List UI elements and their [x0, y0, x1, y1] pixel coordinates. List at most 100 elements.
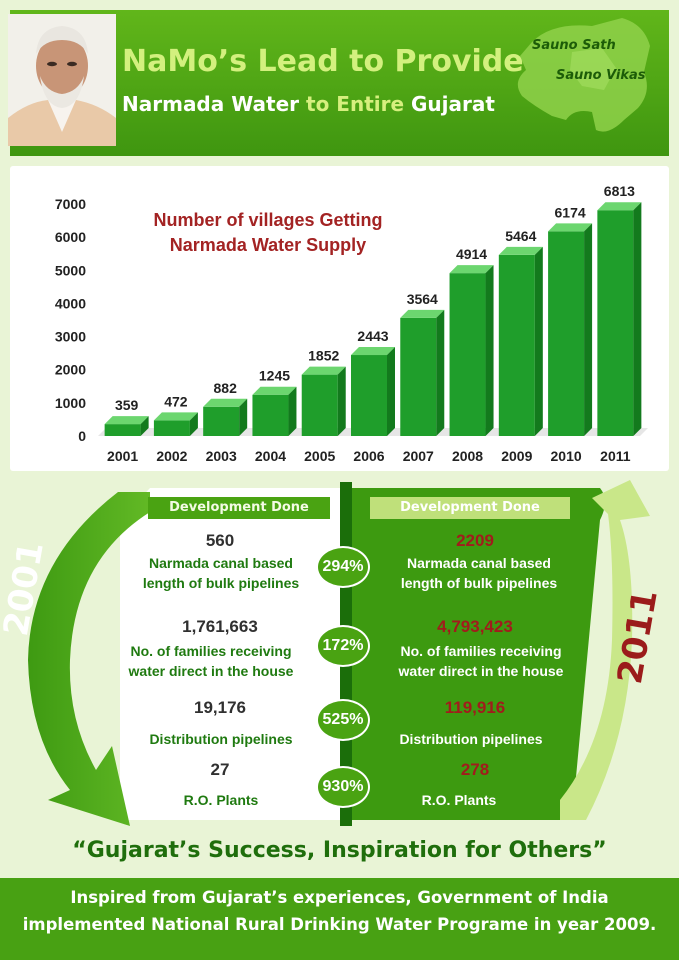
bar-front	[548, 231, 585, 436]
row2-left-label-line-1: No. of families receiving	[130, 643, 292, 659]
bar-top	[203, 398, 248, 407]
row3-percent-badge: 525%	[316, 699, 370, 741]
bar-front	[498, 254, 535, 436]
bar-value-label: 2443	[357, 328, 388, 344]
row2-right-label-line-2: water direct in the house	[398, 663, 564, 679]
bar-top	[498, 246, 543, 255]
subtitle-part-3: Entire	[336, 92, 405, 116]
footer-line-2: implemented National Rural Drinking Wate…	[22, 915, 657, 934]
y-tick-label: 7000	[55, 196, 86, 212]
bar-value-label: 472	[164, 393, 188, 409]
bar-side	[633, 202, 642, 436]
bar-side	[436, 309, 445, 436]
row2-right-label: No. of families receiving water direct i…	[376, 641, 586, 681]
bar-top	[153, 412, 198, 421]
row3-left-label: Distribution pipelines	[149, 731, 293, 747]
page-subtitle: Narmada Water to Entire Gujarat	[122, 92, 495, 116]
slogan-line-1: Sauno Sath	[532, 38, 616, 53]
bar-front	[153, 420, 190, 436]
bar-side	[288, 386, 297, 436]
bar-top	[597, 202, 642, 211]
bar-side	[485, 265, 494, 436]
y-tick-label: 1000	[55, 395, 86, 411]
y-tick-label: 5000	[55, 262, 86, 278]
footer-banner	[0, 878, 679, 960]
row4-right-value: 278	[460, 760, 490, 779]
bar-value-label: 6813	[604, 183, 635, 199]
bar-front	[301, 374, 338, 436]
bar-value-label: 359	[115, 397, 139, 413]
row4-right-label: R.O. Plants	[421, 792, 497, 808]
bar-front	[351, 355, 387, 436]
bar-value-label: 4914	[456, 246, 487, 262]
x-tick-label: 2002	[156, 448, 187, 464]
subtitle-part-2: to	[306, 92, 330, 116]
development-header-right: Development Done	[370, 497, 570, 519]
row1-left-label: Narmada canal based length of bulk pipel…	[116, 553, 326, 593]
row4-left-value: 27	[210, 760, 230, 779]
subtitle-part-4: Gujarat	[411, 92, 495, 116]
x-tick-label: 2003	[206, 448, 237, 464]
bar-top	[449, 265, 494, 274]
x-tick-label: 2009	[501, 448, 532, 464]
x-tick-label: 2001	[107, 448, 138, 464]
row3-right-value: 119,916	[444, 698, 506, 717]
chart-title: Number of villages Getting Narmada Water…	[118, 208, 418, 258]
quote-text: “Gujarat’s Success, Inspiration for Othe…	[72, 838, 607, 863]
row4-left-label: R.O. Plants	[183, 792, 259, 808]
row1-right-value: 2209	[456, 531, 494, 550]
row1-left-label-line-1: Narmada canal based	[149, 555, 293, 571]
x-tick-label: 2006	[353, 448, 384, 464]
development-header-left: Development Done	[148, 497, 330, 519]
y-tick-label: 6000	[55, 229, 86, 245]
bar-front	[203, 406, 240, 436]
footer-text: Inspired from Gujarat’s experiences, Gov…	[10, 884, 669, 938]
bar-value-label: 1852	[308, 348, 339, 364]
y-tick-label: 3000	[55, 329, 86, 345]
villages-bar-chart: 0 1000 2000 3000 4000 5000 6000 7000 359 2001 472 2…	[55, 183, 648, 464]
footer-line-1: Inspired from Gujarat’s experiences, Gov…	[70, 888, 609, 907]
x-tick-label: 2005	[304, 448, 335, 464]
chart-title-line-2: Narmada Water Supply	[169, 235, 367, 255]
bar-top	[400, 309, 445, 318]
row2-percent-badge: 172%	[316, 625, 370, 667]
x-tick-label: 2004	[255, 448, 286, 464]
row3-right-label: Distribution pipelines	[399, 731, 543, 747]
bar-side	[140, 416, 149, 436]
row2-left-label-line-2: water direct in the house	[128, 663, 294, 679]
bar-side	[387, 347, 395, 436]
subtitle-part-1: Narmada Water	[122, 92, 300, 116]
bar-value-label: 3564	[407, 291, 438, 307]
y-tick-label: 4000	[55, 295, 86, 311]
bar-value-label: 882	[214, 380, 238, 396]
row2-right-value: 4,793,423	[437, 617, 513, 636]
gujarat-map-icon	[517, 18, 650, 132]
bar-value-label: 5464	[505, 228, 536, 244]
row1-right-label-line-1: Narmada canal based	[407, 555, 551, 571]
row2-left-value: 1,761,663	[182, 617, 258, 636]
row1-left-value: 560	[205, 531, 235, 550]
bar-front	[597, 210, 634, 436]
row1-right-label-line-2: length of bulk pipelines	[400, 575, 558, 591]
x-tick-label: 2008	[452, 448, 483, 464]
bar-side	[534, 246, 543, 436]
bar-side	[584, 223, 593, 436]
x-tick-label: 2010	[551, 448, 582, 464]
row1-right-label: Narmada canal based length of bulk pipel…	[374, 553, 584, 593]
x-tick-label: 2007	[403, 448, 434, 464]
y-tick-label: 2000	[55, 362, 86, 378]
bar-top	[301, 366, 346, 375]
slogan-line-2: Sauno Vikas	[556, 68, 646, 83]
bar-top	[252, 386, 297, 395]
row3-left-value: 19,176	[194, 698, 246, 717]
leader-portrait	[8, 14, 116, 146]
page-title: NaMo’s Lead to Provide	[122, 44, 524, 79]
bar-value-label: 1245	[259, 368, 290, 384]
row1-percent-badge: 294%	[316, 546, 370, 588]
bar-front	[449, 273, 486, 436]
bar-side	[189, 412, 198, 436]
row2-left-label: No. of families receiving water direct i…	[106, 641, 316, 681]
chart-title-line-1: Number of villages Getting	[153, 210, 383, 230]
row1-left-label-line-2: length of bulk pipelines	[142, 575, 300, 591]
